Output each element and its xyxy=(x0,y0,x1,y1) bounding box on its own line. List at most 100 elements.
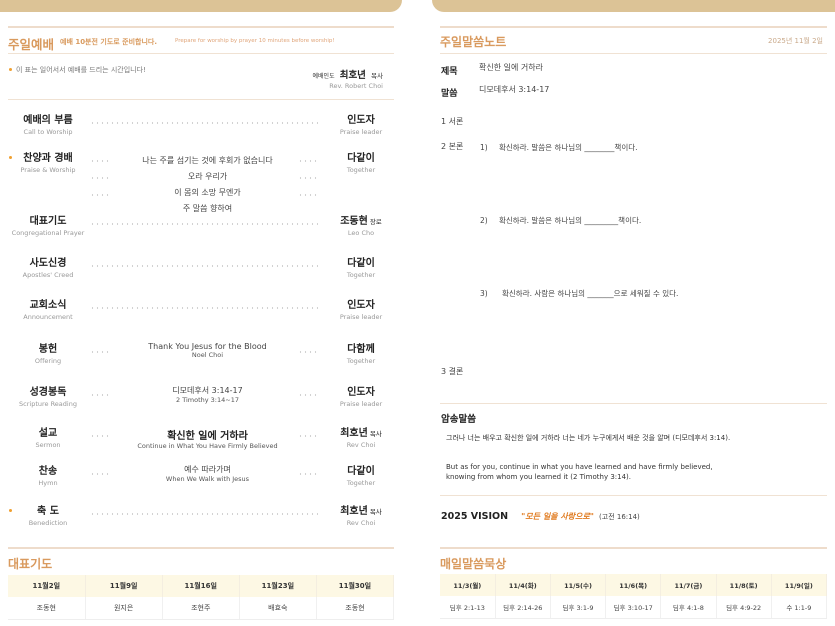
stand-note: 이 표는 일어서서 예배를 드리는 시간입니다! xyxy=(16,66,146,74)
leader-en: Leo Cho xyxy=(347,229,375,237)
daily-title: 매일말씀묵상 xyxy=(440,557,507,571)
leader-title: 목사 xyxy=(369,430,382,438)
prayer-table: 11월2일 11월9일 11월16일 11월23일 11월30일 조동현 원지은 조현주 배효숙… xyxy=(8,575,395,620)
order-item-leader: 다함께 Together xyxy=(316,340,406,365)
order-item-leader: 최호년 목사 Rev Choi xyxy=(316,502,406,527)
leader-en: Together xyxy=(346,479,376,487)
leader-name: 인도자 xyxy=(347,115,375,126)
table-header-cell: 11/9(일) xyxy=(771,574,828,596)
leader-name: 인도자 xyxy=(347,300,375,311)
scripture: 디모데후서 3:14-17 xyxy=(479,85,550,94)
order-item-en: Hymn xyxy=(38,479,58,487)
lyric-line: 이 몸의 소망 무엔가 xyxy=(174,188,241,197)
table-header-cell: 11/4(화) xyxy=(495,574,551,596)
leader-ko: 최호년 목사 xyxy=(316,502,406,517)
vision-ref: (고전 16:14) xyxy=(599,513,640,521)
leader-name: 조동현 xyxy=(340,216,368,227)
worship-title: 주일예배 xyxy=(8,37,55,52)
leader-en: Together xyxy=(346,271,376,279)
memory-en-1: But as for you, continue in what you hav… xyxy=(446,463,713,471)
table-header-cell: 11월9일 xyxy=(85,575,163,597)
order-item-en: Benediction xyxy=(28,519,68,527)
point-3: 3) 확신하라. 사람은 하나님의 _______으로 세워질 수 있다. xyxy=(480,289,679,298)
order-item-leader: 다같이 Together xyxy=(316,462,406,487)
leader-dots xyxy=(90,351,110,353)
leader-name: 다함께 xyxy=(347,344,375,355)
order-item-label: 대표기도 Congregational Prayer xyxy=(3,212,93,237)
order-item-ko: 예배의 부름 xyxy=(23,115,73,126)
leader-dots xyxy=(298,177,318,179)
leader-name: 다같이 xyxy=(347,466,375,477)
notes-date: 2025년 11월 2일 xyxy=(768,37,823,45)
table-header-cell: 11월23일 xyxy=(239,575,317,597)
worship-leader: 예배인도 최호년 목사 Rev. Robert Choi xyxy=(313,63,383,90)
order-item-label: 예배의 부름 Call to Worship xyxy=(3,111,93,136)
divider xyxy=(8,53,394,54)
order-item-ko: 봉헌 xyxy=(38,344,58,355)
leader-dots xyxy=(90,394,110,396)
order-item-leader: 조동현 장로 Leo Cho xyxy=(316,212,406,237)
leader-en: Together xyxy=(346,357,376,365)
leader-dots xyxy=(90,177,110,179)
table-cell: 딤후 4:9-22 xyxy=(716,596,772,619)
divider xyxy=(8,99,394,100)
prep-note-ko: 예배 10분전 기도로 준비합니다. xyxy=(60,38,157,46)
table-header-cell: 11/5(수) xyxy=(550,574,607,596)
leader-ko: 다같이 xyxy=(316,254,406,269)
content-sub: When We Walk with Jesus xyxy=(165,475,250,483)
point-2: 2) 확신하라. 말씀은 하나님의 _________책이다. xyxy=(480,216,642,225)
order-item-en: Apostles' Creed xyxy=(22,271,74,279)
leader-dots xyxy=(298,160,318,162)
subject-label: 제목 xyxy=(441,67,458,77)
leader-en: Praise leader xyxy=(339,313,383,321)
table-header-cell: 11/7(금) xyxy=(660,574,717,596)
order-item-ko: 설교 xyxy=(38,428,58,439)
divider xyxy=(440,53,827,54)
leader-name: 최호년 xyxy=(340,506,368,517)
table-cell: 조현주 xyxy=(162,597,240,620)
order-item-content: Thank You Jesus for the Blood Noel Choi xyxy=(110,342,305,359)
order-item-ko: 축 도 xyxy=(37,506,59,517)
leader-dots xyxy=(90,122,318,124)
leader-ko: 다함께 xyxy=(316,340,406,355)
leader-en: Rev Choi xyxy=(346,519,376,527)
order-item-en: Offering xyxy=(34,357,62,365)
leader-title: 목사 xyxy=(369,508,382,516)
table-cell: 딤후 2:1-13 xyxy=(440,596,496,619)
table-cell: 조동현 xyxy=(316,597,395,620)
leader-ko: 인도자 xyxy=(316,383,406,398)
order-item-ko: 사도신경 xyxy=(29,258,67,269)
table-cell: 딤후 2:14-26 xyxy=(495,596,551,619)
leader-dots xyxy=(298,435,318,437)
leader-dots xyxy=(90,223,318,225)
subject: 확신한 일에 거하라 xyxy=(479,63,543,72)
table-header-cell: 11/6(목) xyxy=(605,574,662,596)
content-title: Thank You Jesus for the Blood xyxy=(148,342,267,351)
leader-dots xyxy=(90,265,318,267)
leader-label: 예배인도 xyxy=(312,73,335,80)
content-title: 예수 따라가며 xyxy=(184,465,231,474)
lyric-line: 주 말씀 향하여 xyxy=(182,204,233,213)
table-cell: 조동현 xyxy=(8,597,86,620)
order-item-content: 예수 따라가며 When We Walk with Jesus xyxy=(110,464,305,483)
leader-dots xyxy=(90,194,110,196)
vision-motto: "모든 일을 사랑으로" xyxy=(521,512,594,521)
prayer-title: 대표기도 xyxy=(8,557,53,571)
leader-ko: 다같이 xyxy=(316,462,406,477)
leader-ko: 조동현 장로 xyxy=(316,212,406,227)
order-item-en: Sermon xyxy=(35,441,61,449)
leader-name: 다같이 xyxy=(347,153,375,164)
stand-bullet-icon xyxy=(9,509,12,512)
leader-en: Praise leader xyxy=(339,400,383,408)
table-header-cell: 11월2일 xyxy=(8,575,86,597)
order-item-leader: 인도자 Praise leader xyxy=(316,383,406,408)
leader-dots xyxy=(90,307,318,309)
leader-dots xyxy=(298,394,318,396)
leader-en: Rev Choi xyxy=(346,441,376,449)
leader-dots xyxy=(90,513,318,515)
stand-bullet-icon xyxy=(9,156,12,159)
leader-ko: 최호년 목사 xyxy=(316,424,406,439)
order-item-content: 확신한 일에 거하라 Continue in What You Have Firm… xyxy=(110,427,305,450)
divider xyxy=(8,547,394,549)
divider xyxy=(440,547,827,549)
